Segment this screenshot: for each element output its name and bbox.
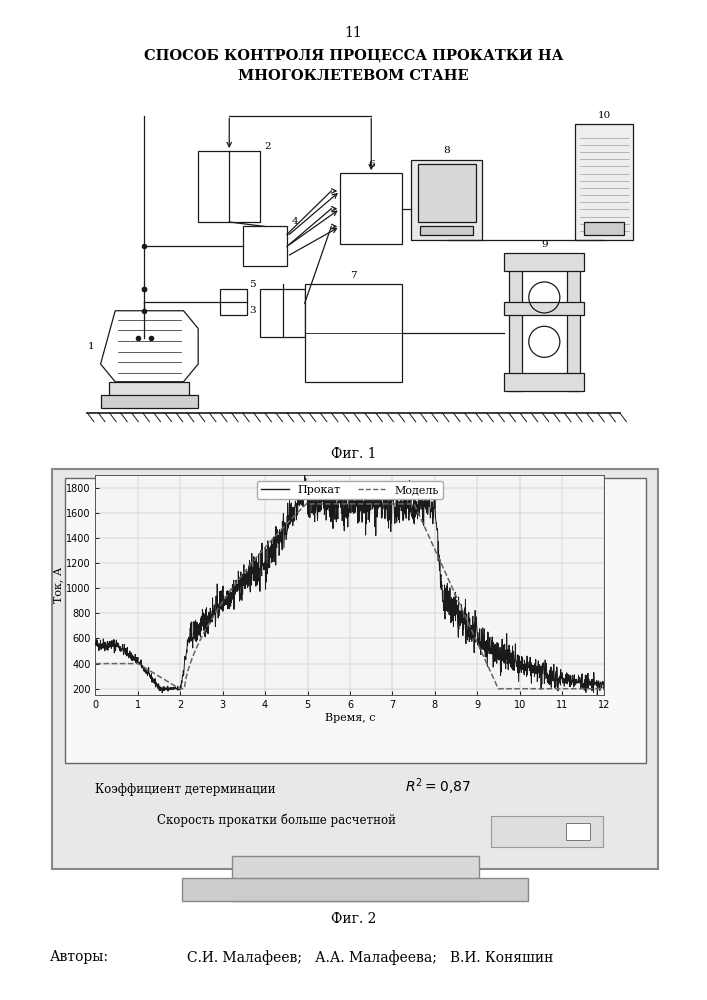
Bar	[64, 478, 646, 763]
Text: 6: 6	[368, 160, 375, 169]
Text: 3: 3	[250, 306, 256, 315]
Legend: Прокат, Модель: Прокат, Модель	[257, 481, 443, 499]
Bar	[420, 226, 473, 235]
Text: С.И. Малафеев;   А.А. Малафеева;   В.И. Коняшин: С.И. Малафеев; А.А. Малафеева; В.И. Коня…	[187, 950, 554, 965]
Text: 8: 8	[443, 146, 450, 155]
Bar	[260, 289, 305, 337]
Модель	[393, 498, 402, 510]
Модель	[182, 671, 191, 683]
Bar	[110, 382, 189, 399]
Line: Прокат: Прокат	[95, 475, 604, 696]
Text: МНОГОКЛЕТЕВОМ СТАНЕ: МНОГОКЛЕТЕВОМ СТАНЕ	[238, 69, 469, 83]
Прокат	[325, 490, 334, 502]
Bar	[305, 284, 402, 382]
Прокат	[117, 643, 126, 655]
Polygon shape	[100, 311, 198, 382]
Y-axis label: Ток, А: Ток, А	[53, 567, 63, 603]
Bar	[100, 395, 198, 408]
Text: Скорость прокатки больше расчетной: Скорость прокатки больше расчетной	[157, 814, 397, 827]
Bar	[566, 823, 590, 840]
Bar	[182, 878, 528, 901]
Text: 9: 9	[541, 240, 548, 249]
Bar	[221, 289, 247, 315]
Bar	[340, 173, 402, 244]
Прокат	[585, 677, 594, 689]
Модель	[323, 498, 332, 510]
Text: 2: 2	[264, 142, 271, 151]
Прокат	[300, 469, 309, 481]
Прокат	[91, 637, 100, 649]
Модель	[477, 644, 485, 656]
Text: 10: 10	[597, 111, 611, 120]
Text: 7: 7	[350, 271, 357, 280]
Text: Коэффициент детерминации: Коэффициент детерминации	[95, 783, 276, 796]
Модель	[600, 683, 609, 695]
Bar	[491, 816, 602, 847]
Прокат	[492, 645, 501, 657]
Line: Модель: Модель	[95, 503, 604, 689]
Модель	[223, 589, 231, 601]
Bar	[575, 124, 633, 240]
Text: Авторы:: Авторы:	[49, 950, 108, 964]
Прокат	[339, 507, 347, 519]
Bar	[584, 222, 624, 235]
Прокат	[593, 690, 602, 702]
X-axis label: Время, с: Время, с	[325, 713, 375, 723]
Bar	[566, 257, 580, 391]
Text: 5: 5	[250, 280, 256, 289]
Прокат	[585, 679, 594, 691]
Прокат	[600, 683, 609, 695]
Bar	[418, 164, 476, 222]
Text: Фиг. 1: Фиг. 1	[331, 447, 376, 461]
Text: 11: 11	[344, 26, 363, 40]
Модель	[175, 683, 184, 695]
Bar	[411, 160, 482, 240]
Text: 4: 4	[291, 217, 298, 226]
Модель	[433, 548, 441, 560]
Bar	[504, 373, 584, 391]
Bar	[504, 302, 584, 315]
Bar	[231, 856, 479, 901]
Bar	[509, 257, 522, 391]
Bar	[243, 226, 287, 266]
Text: Фиг. 2: Фиг. 2	[331, 912, 376, 926]
Text: $R^2 = 0{,}87$: $R^2 = 0{,}87$	[404, 777, 471, 797]
Модель	[91, 658, 100, 670]
Text: 1: 1	[87, 342, 94, 351]
Bar	[198, 151, 260, 222]
Text: СПОСОБ КОНТРОЛЯ ПРОЦЕССА ПРОКАТКИ НА: СПОСОБ КОНТРОЛЯ ПРОЦЕССА ПРОКАТКИ НА	[144, 48, 563, 62]
Модель	[303, 497, 311, 509]
Bar	[504, 253, 584, 271]
